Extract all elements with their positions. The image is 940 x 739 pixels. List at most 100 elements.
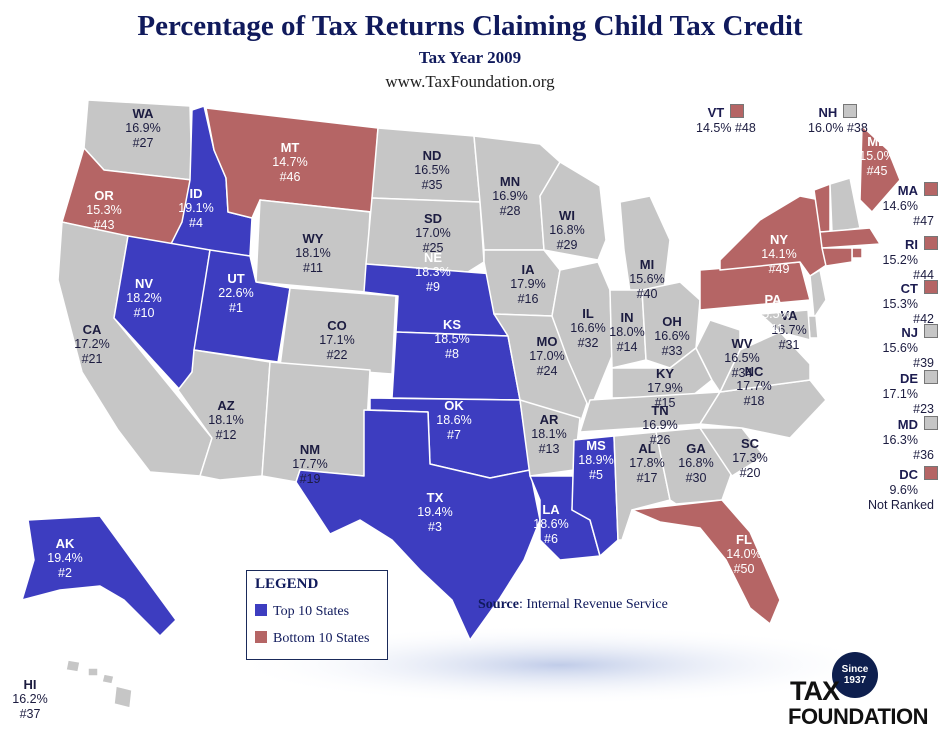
state-percent: 18.6% xyxy=(436,413,472,427)
state-abbr: NC xyxy=(744,364,764,379)
state-shape-nj xyxy=(809,269,827,319)
side-percent: 15.6% xyxy=(882,341,918,355)
state-percent: 19.1% xyxy=(178,201,214,215)
state-rank: #7 xyxy=(447,428,461,442)
state-percent: 18.5% xyxy=(434,332,470,346)
state-label-ar: AR 18.1% #13 xyxy=(531,412,566,457)
state-abbr: ME xyxy=(867,134,887,149)
state-rank: #12 xyxy=(215,428,237,442)
side-label-ct: CT 15.3% #42 xyxy=(826,280,938,327)
state-percent: 18.3% xyxy=(415,265,451,279)
source-text: : Internal Revenue Service xyxy=(518,597,668,612)
state-percent: 18.1% xyxy=(531,427,567,441)
state-rank: #22 xyxy=(326,348,348,362)
state-percent: 22.6% xyxy=(218,286,254,300)
state-percent: 16.9% xyxy=(642,418,678,432)
state-shape-me xyxy=(859,125,901,213)
state-rank: #2 xyxy=(58,566,72,580)
state-rank: #18 xyxy=(743,394,765,408)
state-label-tx: TX 19.4% #3 xyxy=(417,490,452,535)
state-abbr: IL xyxy=(582,306,594,321)
state-percent: 15.0% xyxy=(859,149,895,163)
side-abbr: CT xyxy=(900,281,918,296)
state-percent: 16.5% xyxy=(414,163,450,177)
state-abbr: WA xyxy=(132,106,154,121)
state-percent: 17.8% xyxy=(629,456,665,470)
state-rank: #31 xyxy=(778,338,800,352)
state-shape-co xyxy=(279,287,397,375)
state-percent: 16.6% xyxy=(654,329,690,343)
state-abbr: KY xyxy=(655,366,675,381)
state-label-oh: OH 16.6% #33 xyxy=(654,314,689,359)
source-url: www.TaxFoundation.org xyxy=(385,72,555,91)
state-percent: 15.5% xyxy=(755,307,791,321)
side-swatch xyxy=(924,324,938,338)
state-shape-sc xyxy=(699,427,765,477)
state-abbr: CA xyxy=(82,322,102,337)
side-label-ri: RI 15.2% #44 xyxy=(826,236,938,283)
state-label-ok: OK 18.6% #7 xyxy=(436,398,471,443)
state-abbr: GA xyxy=(686,441,706,456)
state-shape-il xyxy=(551,261,613,411)
side-rank: #38 xyxy=(846,121,868,135)
state-rank: #41 xyxy=(762,322,784,336)
side-label-ma: MA 14.6% #47 xyxy=(826,182,938,229)
state-label-fl: FL 14.0% #50 xyxy=(726,532,761,577)
side-percent: 15.3% xyxy=(882,297,918,311)
state-rank: #19 xyxy=(299,472,321,486)
side-swatch xyxy=(924,370,938,384)
state-percent: 17.0% xyxy=(529,349,565,363)
state-abbr: LA xyxy=(542,502,560,517)
state-label-nc: NC 17.7% #18 xyxy=(736,364,771,409)
state-percent: 19.4% xyxy=(47,551,83,565)
state-rank: #9 xyxy=(426,280,440,294)
side-percent: 16.3% xyxy=(882,433,918,447)
state-percent: 14.0% xyxy=(726,547,762,561)
state-abbr: NM xyxy=(299,442,321,457)
side-abbr: DE xyxy=(899,371,918,386)
legend-label-top10: Top 10 States xyxy=(273,604,350,619)
state-label-ia: IA 17.9% #16 xyxy=(510,262,545,307)
state-rank: #3 xyxy=(428,520,442,534)
side-label-de: DE 17.1% #23 xyxy=(826,370,938,417)
state-rank: #14 xyxy=(616,340,638,354)
state-abbr: AK xyxy=(55,536,75,551)
state-percent: 14.7% xyxy=(272,155,308,169)
state-percent: 16.9% xyxy=(125,121,161,135)
side-rank: Not Ranked xyxy=(867,498,934,512)
state-abbr: WV xyxy=(731,336,753,351)
side-swatch xyxy=(924,182,938,196)
state-abbr: OK xyxy=(444,398,464,413)
state-label-ga: GA 16.8% #30 xyxy=(678,441,713,486)
side-swatch xyxy=(924,280,938,294)
side-label-dc: DC 9.6% Not Ranked xyxy=(826,466,938,513)
state-label-la: LA 18.6% #6 xyxy=(533,502,568,547)
state-percent: 15.6% xyxy=(629,272,665,286)
state-abbr: TN xyxy=(651,403,669,418)
state-abbr: MS xyxy=(586,438,606,453)
side-rank: #48 xyxy=(734,121,756,135)
state-percent: 16.7% xyxy=(771,323,807,337)
state-abbr: FL xyxy=(736,532,752,547)
state-percent: 18.6% xyxy=(533,517,569,531)
state-abbr: ND xyxy=(422,148,442,163)
side-label-vt: VT 14.5% #48 xyxy=(696,104,756,136)
side-swatch xyxy=(924,236,938,250)
state-label-wv: WV 16.5% #34 xyxy=(724,336,759,381)
state-label-ne: NE 18.3% #9 xyxy=(415,250,450,295)
state-percent: 17.1% xyxy=(319,333,355,347)
state-percent: 16.5% xyxy=(724,351,760,365)
state-label-wa: WA 16.9% #27 xyxy=(125,106,160,151)
state-abbr: MT xyxy=(280,140,300,155)
state-rank: #15 xyxy=(654,396,676,410)
state-abbr: TX xyxy=(426,490,444,505)
legend-swatch-top10 xyxy=(255,604,267,616)
state-rank: #34 xyxy=(731,366,753,380)
state-rank: #45 xyxy=(866,164,888,178)
state-label-ky: KY 17.9% #15 xyxy=(647,366,682,411)
state-abbr: CO xyxy=(327,318,347,333)
state-rank: #46 xyxy=(279,170,301,184)
state-abbr: NY xyxy=(769,232,789,247)
side-label-nh: NH 16.0% #38 xyxy=(808,104,868,136)
state-abbr: KS xyxy=(442,317,462,332)
